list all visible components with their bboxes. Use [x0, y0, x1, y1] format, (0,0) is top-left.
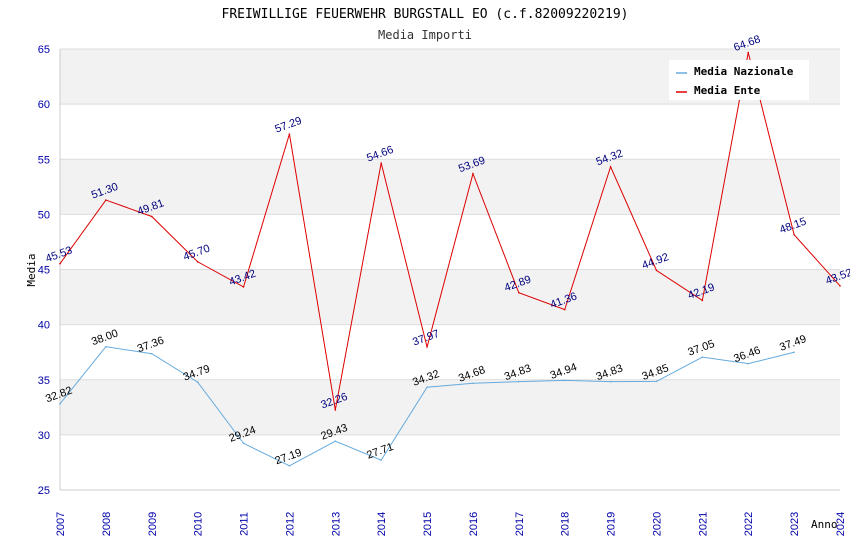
x-tick-label: 2014	[376, 512, 388, 536]
data-point-nazionale	[59, 402, 61, 405]
data-point-nazionale	[334, 440, 337, 442]
x-tick-label: 2015	[422, 512, 434, 536]
y-tick-label: 40	[38, 320, 50, 332]
data-point-ente	[563, 308, 566, 311]
data-point-nazionale	[701, 356, 704, 358]
data-point-ente	[59, 262, 61, 265]
axis-ticks: 25 30 35 40 45 50 55 60 65 2007 2008 2009 2010 2011 20…	[38, 44, 847, 536]
grid-band	[60, 269, 840, 325]
legend-label-ente: Media Ente	[694, 84, 761, 97]
x-tick-label: 2017	[514, 512, 526, 536]
x-tick-label: 2019	[606, 512, 618, 536]
data-point-ente	[472, 172, 474, 175]
data-point-ente	[793, 233, 795, 236]
data-point-ente	[426, 346, 428, 348]
grid-band	[60, 104, 840, 160]
x-tick-label: 2023	[789, 512, 801, 536]
x-tick-label: 2024	[835, 512, 847, 536]
y-tick-label: 50	[38, 209, 50, 221]
data-point-nazionale	[655, 380, 658, 383]
legend: Media Nazionale Media Ente	[669, 60, 809, 100]
data-point-ente	[334, 409, 337, 411]
x-tick-label: 2008	[101, 512, 113, 536]
data-point-nazionale	[105, 345, 107, 348]
chart-subtitle: Media Importi	[378, 28, 472, 42]
data-point-nazionale	[150, 352, 153, 355]
data-point-nazionale	[518, 380, 520, 383]
x-tick-label: 2018	[560, 512, 572, 536]
data-point-nazionale	[747, 362, 750, 365]
legend-label-nazionale: Media Nazionale	[694, 65, 794, 78]
series-line-ente	[59, 52, 841, 411]
x-tick-label: 2012	[284, 512, 296, 536]
x-tick-label: 2020	[651, 512, 663, 536]
data-point-ente	[380, 162, 382, 164]
data-point-ente	[655, 269, 658, 272]
data-point-ente	[609, 165, 612, 168]
grid-band	[60, 434, 840, 490]
y-tick-label: 65	[38, 44, 50, 56]
data-point-ente	[701, 299, 704, 302]
y-tick-label: 60	[38, 99, 50, 111]
data-point-ente	[518, 291, 520, 294]
grid-band	[60, 379, 840, 435]
data-point-ente	[288, 133, 291, 135]
x-axis-label: Anno	[811, 518, 838, 531]
x-tick-label: 2016	[468, 512, 480, 536]
data-point-ente	[839, 285, 841, 287]
plot-area	[59, 48, 840, 491]
y-tick-label: 35	[38, 375, 50, 387]
data-point-nazionale	[380, 459, 382, 461]
x-tick-label: 2021	[697, 512, 709, 536]
y-tick-label: 30	[38, 430, 50, 442]
x-tick-label: 2022	[743, 512, 755, 536]
data-point-nazionale	[472, 382, 474, 385]
x-tick-label: 2009	[147, 512, 159, 536]
data-point-ente	[150, 215, 153, 218]
x-tick-label: 2010	[193, 512, 205, 536]
grid-band	[60, 159, 840, 215]
data-point-nazionale	[288, 465, 291, 467]
data-point-nazionale	[426, 386, 428, 389]
data-point-ente	[105, 199, 107, 201]
data-point-ente	[747, 51, 750, 54]
grid-band	[60, 324, 840, 380]
chart-title: FREIWILLIGE FEUERWEHR BURGSTALL EO (c.f.…	[222, 7, 629, 22]
data-point-ente	[196, 260, 199, 263]
y-tick-label: 55	[38, 154, 50, 166]
data-point-nazionale	[242, 442, 245, 445]
x-tick-label: 2013	[330, 512, 342, 536]
data-point-nazionale	[563, 379, 566, 382]
y-axis-label: Media	[25, 253, 38, 286]
legend-box	[669, 60, 809, 100]
x-tick-label: 2011	[239, 512, 251, 536]
data-point-nazionale	[793, 351, 795, 354]
data-point-nazionale	[609, 380, 612, 383]
y-tick-label: 25	[38, 485, 50, 497]
data-point-ente	[242, 286, 245, 288]
x-tick-label: 2007	[55, 512, 67, 536]
series-layer	[59, 51, 841, 467]
data-point-nazionale	[196, 381, 199, 383]
y-tick-label: 45	[38, 265, 50, 277]
